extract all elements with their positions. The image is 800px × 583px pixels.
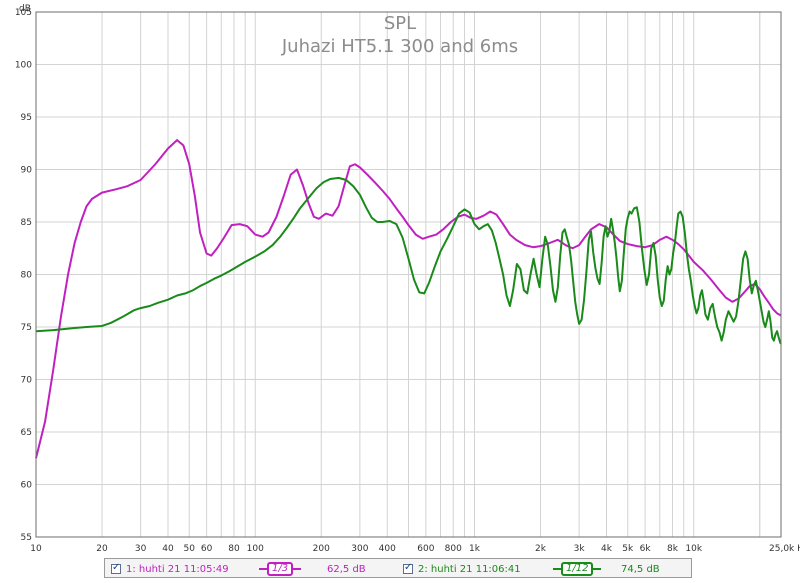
x-tick-label: 10	[30, 544, 42, 554]
chart-ticks: 10 20 30 40 50 60 80 100 200 300 400 600 800 1k 2k 3k 4k…	[15, 8, 800, 554]
series-2-level: 74,5 dB	[621, 563, 660, 575]
legend-item-series-2[interactable]: 2: huhti 21 11:06:41	[403, 561, 521, 577]
x-tick-label: 2k	[535, 544, 547, 554]
x-tick-label: 1k	[469, 544, 481, 554]
series-line-1	[35, 139, 782, 459]
x-tick-label: 800	[445, 544, 462, 554]
y-tick-label: 95	[21, 113, 32, 123]
series-1-smoothing-label[interactable]: 1/3	[267, 562, 294, 576]
legend-item-series-1[interactable]: 1: huhti 21 11:05:49	[111, 561, 229, 577]
x-tick-label: 8k	[667, 544, 679, 554]
series-1-checkbox[interactable]	[111, 562, 121, 574]
x-tick-label: 3k	[574, 544, 586, 554]
x-tick-label: 300	[351, 544, 368, 554]
plot-frame	[35, 11, 782, 538]
series-2-checkbox[interactable]	[403, 562, 413, 574]
x-tick-label: 5k	[622, 544, 634, 554]
x-tick-label: 400	[379, 544, 396, 554]
chart-title: SPL	[384, 13, 416, 34]
series-1-level: 62,5 dB	[327, 563, 366, 575]
y-tick-label: 70	[21, 376, 33, 386]
y-tick-label: 60	[21, 481, 33, 491]
x-tick-label: 100	[247, 544, 264, 554]
x-tick-label: 20	[96, 544, 108, 554]
x-tick-label: 60	[201, 544, 213, 554]
x-tick-label: 50	[184, 544, 196, 554]
y-tick-label: 55	[21, 533, 32, 543]
chart-subtitle: Juhazi HT5.1 300 and 6ms	[281, 36, 518, 57]
series-2-smoothing[interactable]: 1/12	[553, 561, 602, 577]
series-2-smoothing-label[interactable]: 1/12	[561, 562, 594, 576]
series-1-label[interactable]: 1: huhti 21 11:05:49	[126, 563, 229, 575]
x-tick-label: 6k	[640, 544, 652, 554]
series-line-2	[35, 176, 782, 345]
x-tick-label: 4k	[601, 544, 613, 554]
x-tick-label: 25,0k Hz	[769, 544, 800, 554]
x-tick-label: 30	[135, 544, 147, 554]
y-tick-label: 85	[21, 218, 32, 228]
y-tick-label: 90	[21, 166, 33, 176]
x-tick-label: 600	[417, 544, 434, 554]
x-tick-label: 200	[313, 544, 330, 554]
x-tick-label: 10k	[685, 544, 702, 554]
series-1-smoothing[interactable]: 1/3	[259, 561, 302, 577]
y-tick-label: 100	[15, 61, 32, 71]
y-tick-label: 80	[21, 271, 33, 281]
y-tick-label: 65	[21, 428, 32, 438]
x-tick-label: 40	[162, 544, 174, 554]
legend-bar: 1: huhti 21 11:05:49 1/3 62,5 dB 2: huht…	[104, 558, 692, 578]
y-axis-label: dB	[19, 4, 31, 14]
y-tick-label: 75	[21, 323, 32, 333]
x-tick-label: 80	[228, 544, 240, 554]
series-2-label[interactable]: 2: huhti 21 11:06:41	[418, 563, 521, 575]
chart-series	[35, 139, 782, 459]
y-tick-label: 105	[15, 8, 32, 18]
